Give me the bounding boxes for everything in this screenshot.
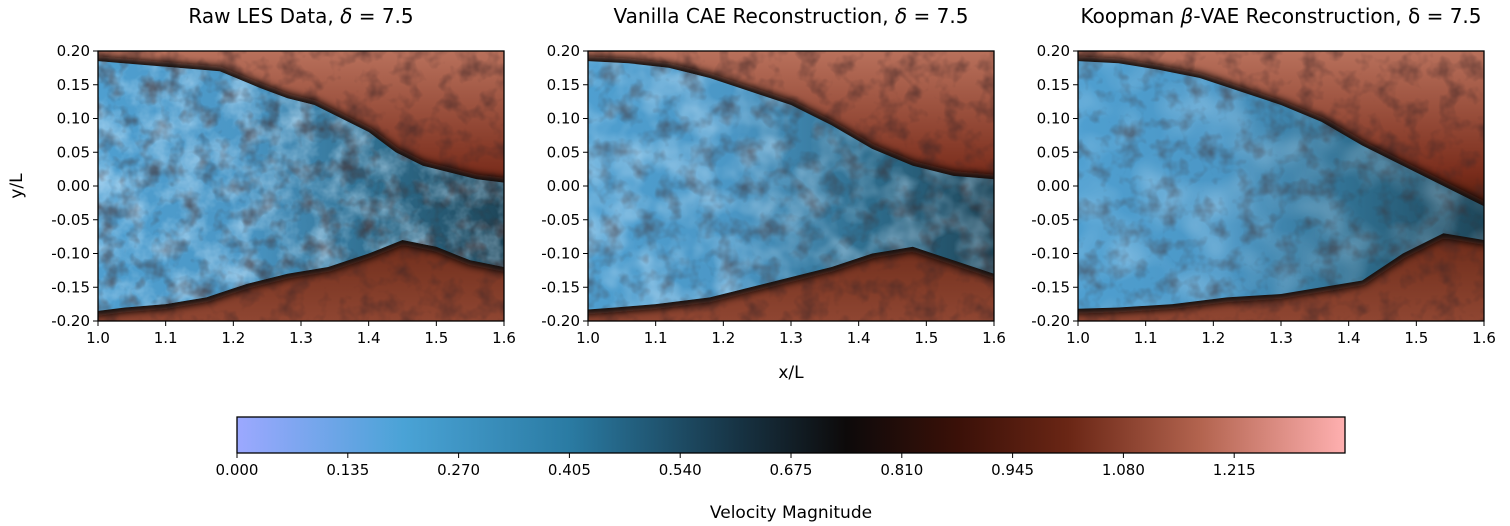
x-tick-label: 1.4 xyxy=(1337,329,1361,347)
colorbar-label: Velocity Magnitude xyxy=(710,503,872,523)
x-tick-label: 1.2 xyxy=(1201,329,1225,347)
x-tick-label: 1.5 xyxy=(1404,329,1428,347)
x-tick-label: 1.5 xyxy=(914,329,938,347)
y-axis-label: y/L xyxy=(7,173,27,199)
x-tick-label: 1.6 xyxy=(492,329,516,347)
x-tick-label: 1.3 xyxy=(1269,329,1293,347)
y-tick-label: -0.10 xyxy=(1031,245,1070,263)
y-tick-label: -0.05 xyxy=(1031,211,1070,229)
panel-title-main: Raw LES Data, xyxy=(188,4,340,28)
heatmap-panel-1: Raw LES Data, δ = 7.5 1.0 1.1 1.2 1.3 1.4 1.5 1… xyxy=(51,4,516,347)
y-tick-label: -0.10 xyxy=(541,245,580,263)
y-tick-label: 0.10 xyxy=(1037,110,1070,128)
panel-title-tail: -VAE Reconstruction, δ = 7.5 xyxy=(1193,4,1481,28)
y-tick-label: 0.10 xyxy=(547,110,580,128)
y-tick-label: 0.15 xyxy=(1037,76,1070,94)
y-tick-label: 0.00 xyxy=(57,177,90,195)
panel-title: Raw LES Data, δ = 7.5 xyxy=(188,4,413,28)
heatmap-field xyxy=(588,51,994,321)
y-tick-label: 0.20 xyxy=(547,42,580,60)
colorbar-tick-label: 0.135 xyxy=(326,461,369,479)
panel-title-symbol: δ xyxy=(340,4,352,28)
panel-title-tail: = 7.5 xyxy=(907,4,968,28)
y-tick-label: 0.20 xyxy=(57,42,90,60)
y-tick-label: -0.10 xyxy=(51,245,90,263)
x-tick-label: 1.0 xyxy=(576,329,600,347)
colorbar-tick-label: 0.675 xyxy=(770,461,813,479)
colorbar-tick-label: 1.080 xyxy=(1102,461,1145,479)
panel-title-tail: = 7.5 xyxy=(352,4,413,28)
x-tick-label: 1.3 xyxy=(779,329,803,347)
x-tick-label: 1.1 xyxy=(644,329,668,347)
x-tick-label: 1.4 xyxy=(847,329,871,347)
y-tick-label: 0.10 xyxy=(57,110,90,128)
y-tick-label: 0.05 xyxy=(547,143,580,161)
y-tick-label: 0.15 xyxy=(547,76,580,94)
colorbar-tick-label: 1.215 xyxy=(1213,461,1256,479)
y-tick-label: 0.05 xyxy=(57,143,90,161)
panels-group: Raw LES Data, δ = 7.5 1.0 1.1 1.2 1.3 1.4 1.5 1… xyxy=(51,4,1496,347)
y-tick-label: 0.00 xyxy=(1037,177,1070,195)
heatmap-field xyxy=(1078,51,1484,321)
y-tick-label: 0.20 xyxy=(1037,42,1070,60)
y-tick-label: 0.05 xyxy=(1037,143,1070,161)
heatmap-panel-2: Vanilla CAE Reconstruction, δ = 7.5 1.0 1.… xyxy=(541,4,1006,347)
x-tick-label: 1.1 xyxy=(1134,329,1158,347)
colorbar-ticks: 0.000 0.135 0.270 0.405 0.540 0.675 0.810 0.945… xyxy=(216,453,1256,479)
x-tick-label: 1.2 xyxy=(711,329,735,347)
y-tick-label: -0.20 xyxy=(51,312,90,330)
heatmap-panel-3: Koopman β-VAE Reconstruction, δ = 7.5 1.0… xyxy=(1031,4,1496,347)
colorbar-tick-label: 0.405 xyxy=(548,461,591,479)
heatmap-field xyxy=(98,51,504,321)
x-tick-label: 1.6 xyxy=(1472,329,1496,347)
y-tick-label: -0.05 xyxy=(51,211,90,229)
x-tick-label: 1.5 xyxy=(424,329,448,347)
colorbar-tick-label: 0.945 xyxy=(991,461,1034,479)
panel-title-main: Koopman xyxy=(1080,4,1180,28)
panel-title: Koopman β-VAE Reconstruction, δ = 7.5 xyxy=(1080,4,1481,28)
panel-title-symbol: δ xyxy=(895,4,907,28)
x-axis-label: x/L xyxy=(778,363,804,383)
x-tick-label: 1.3 xyxy=(289,329,313,347)
colorbar-tick-label: 0.000 xyxy=(216,461,259,479)
x-tick-label: 1.6 xyxy=(982,329,1006,347)
y-tick-label: -0.15 xyxy=(1031,278,1070,296)
y-tick-label: -0.20 xyxy=(1031,312,1070,330)
colorbar-tick-label: 0.270 xyxy=(437,461,480,479)
colorbar-gradient xyxy=(236,416,1346,454)
panel-title: Vanilla CAE Reconstruction, δ = 7.5 xyxy=(614,4,969,28)
colorbar-tick-label: 0.810 xyxy=(880,461,923,479)
colorbar: 0.000 0.135 0.270 0.405 0.540 0.675 0.810 0.945… xyxy=(216,416,1346,523)
x-tick-label: 1.0 xyxy=(1066,329,1090,347)
y-tick-label: -0.15 xyxy=(51,278,90,296)
x-tick-label: 1.4 xyxy=(357,329,381,347)
colorbar-tick-label: 0.540 xyxy=(659,461,702,479)
x-tick-label: 1.0 xyxy=(86,329,110,347)
y-tick-label: 0.00 xyxy=(547,177,580,195)
x-tick-label: 1.1 xyxy=(154,329,178,347)
panel-title-main: Vanilla CAE Reconstruction, xyxy=(614,4,895,28)
y-tick-label: -0.15 xyxy=(541,278,580,296)
y-tick-label: 0.15 xyxy=(57,76,90,94)
x-tick-label: 1.2 xyxy=(221,329,245,347)
y-tick-label: -0.05 xyxy=(541,211,580,229)
y-tick-label: -0.20 xyxy=(541,312,580,330)
panel-title-symbol: β xyxy=(1180,4,1194,28)
